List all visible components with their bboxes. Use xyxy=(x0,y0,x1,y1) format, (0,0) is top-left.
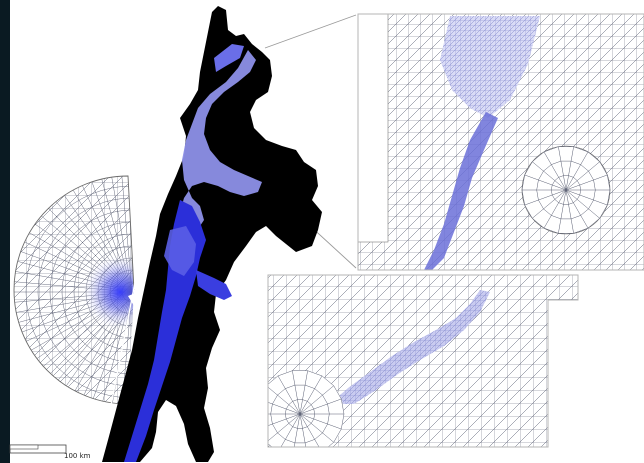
coastline-edge xyxy=(99,174,157,463)
scale-bar xyxy=(9,444,67,454)
estuary-branch xyxy=(196,270,232,300)
river-mouth-highlight xyxy=(128,292,142,306)
dense-mesh-channel xyxy=(424,112,498,270)
estuary-water-light xyxy=(176,50,262,236)
estuary-branch-upper xyxy=(214,44,244,72)
scale-bar-label: 100 km xyxy=(64,452,91,460)
mesh-detail-inset-top xyxy=(357,13,644,271)
mesh-detail-inset-bottom xyxy=(267,274,579,448)
inset-land-strip xyxy=(358,14,389,243)
estuary-water-mid xyxy=(164,226,196,276)
estuary-mesh-map xyxy=(99,6,322,463)
